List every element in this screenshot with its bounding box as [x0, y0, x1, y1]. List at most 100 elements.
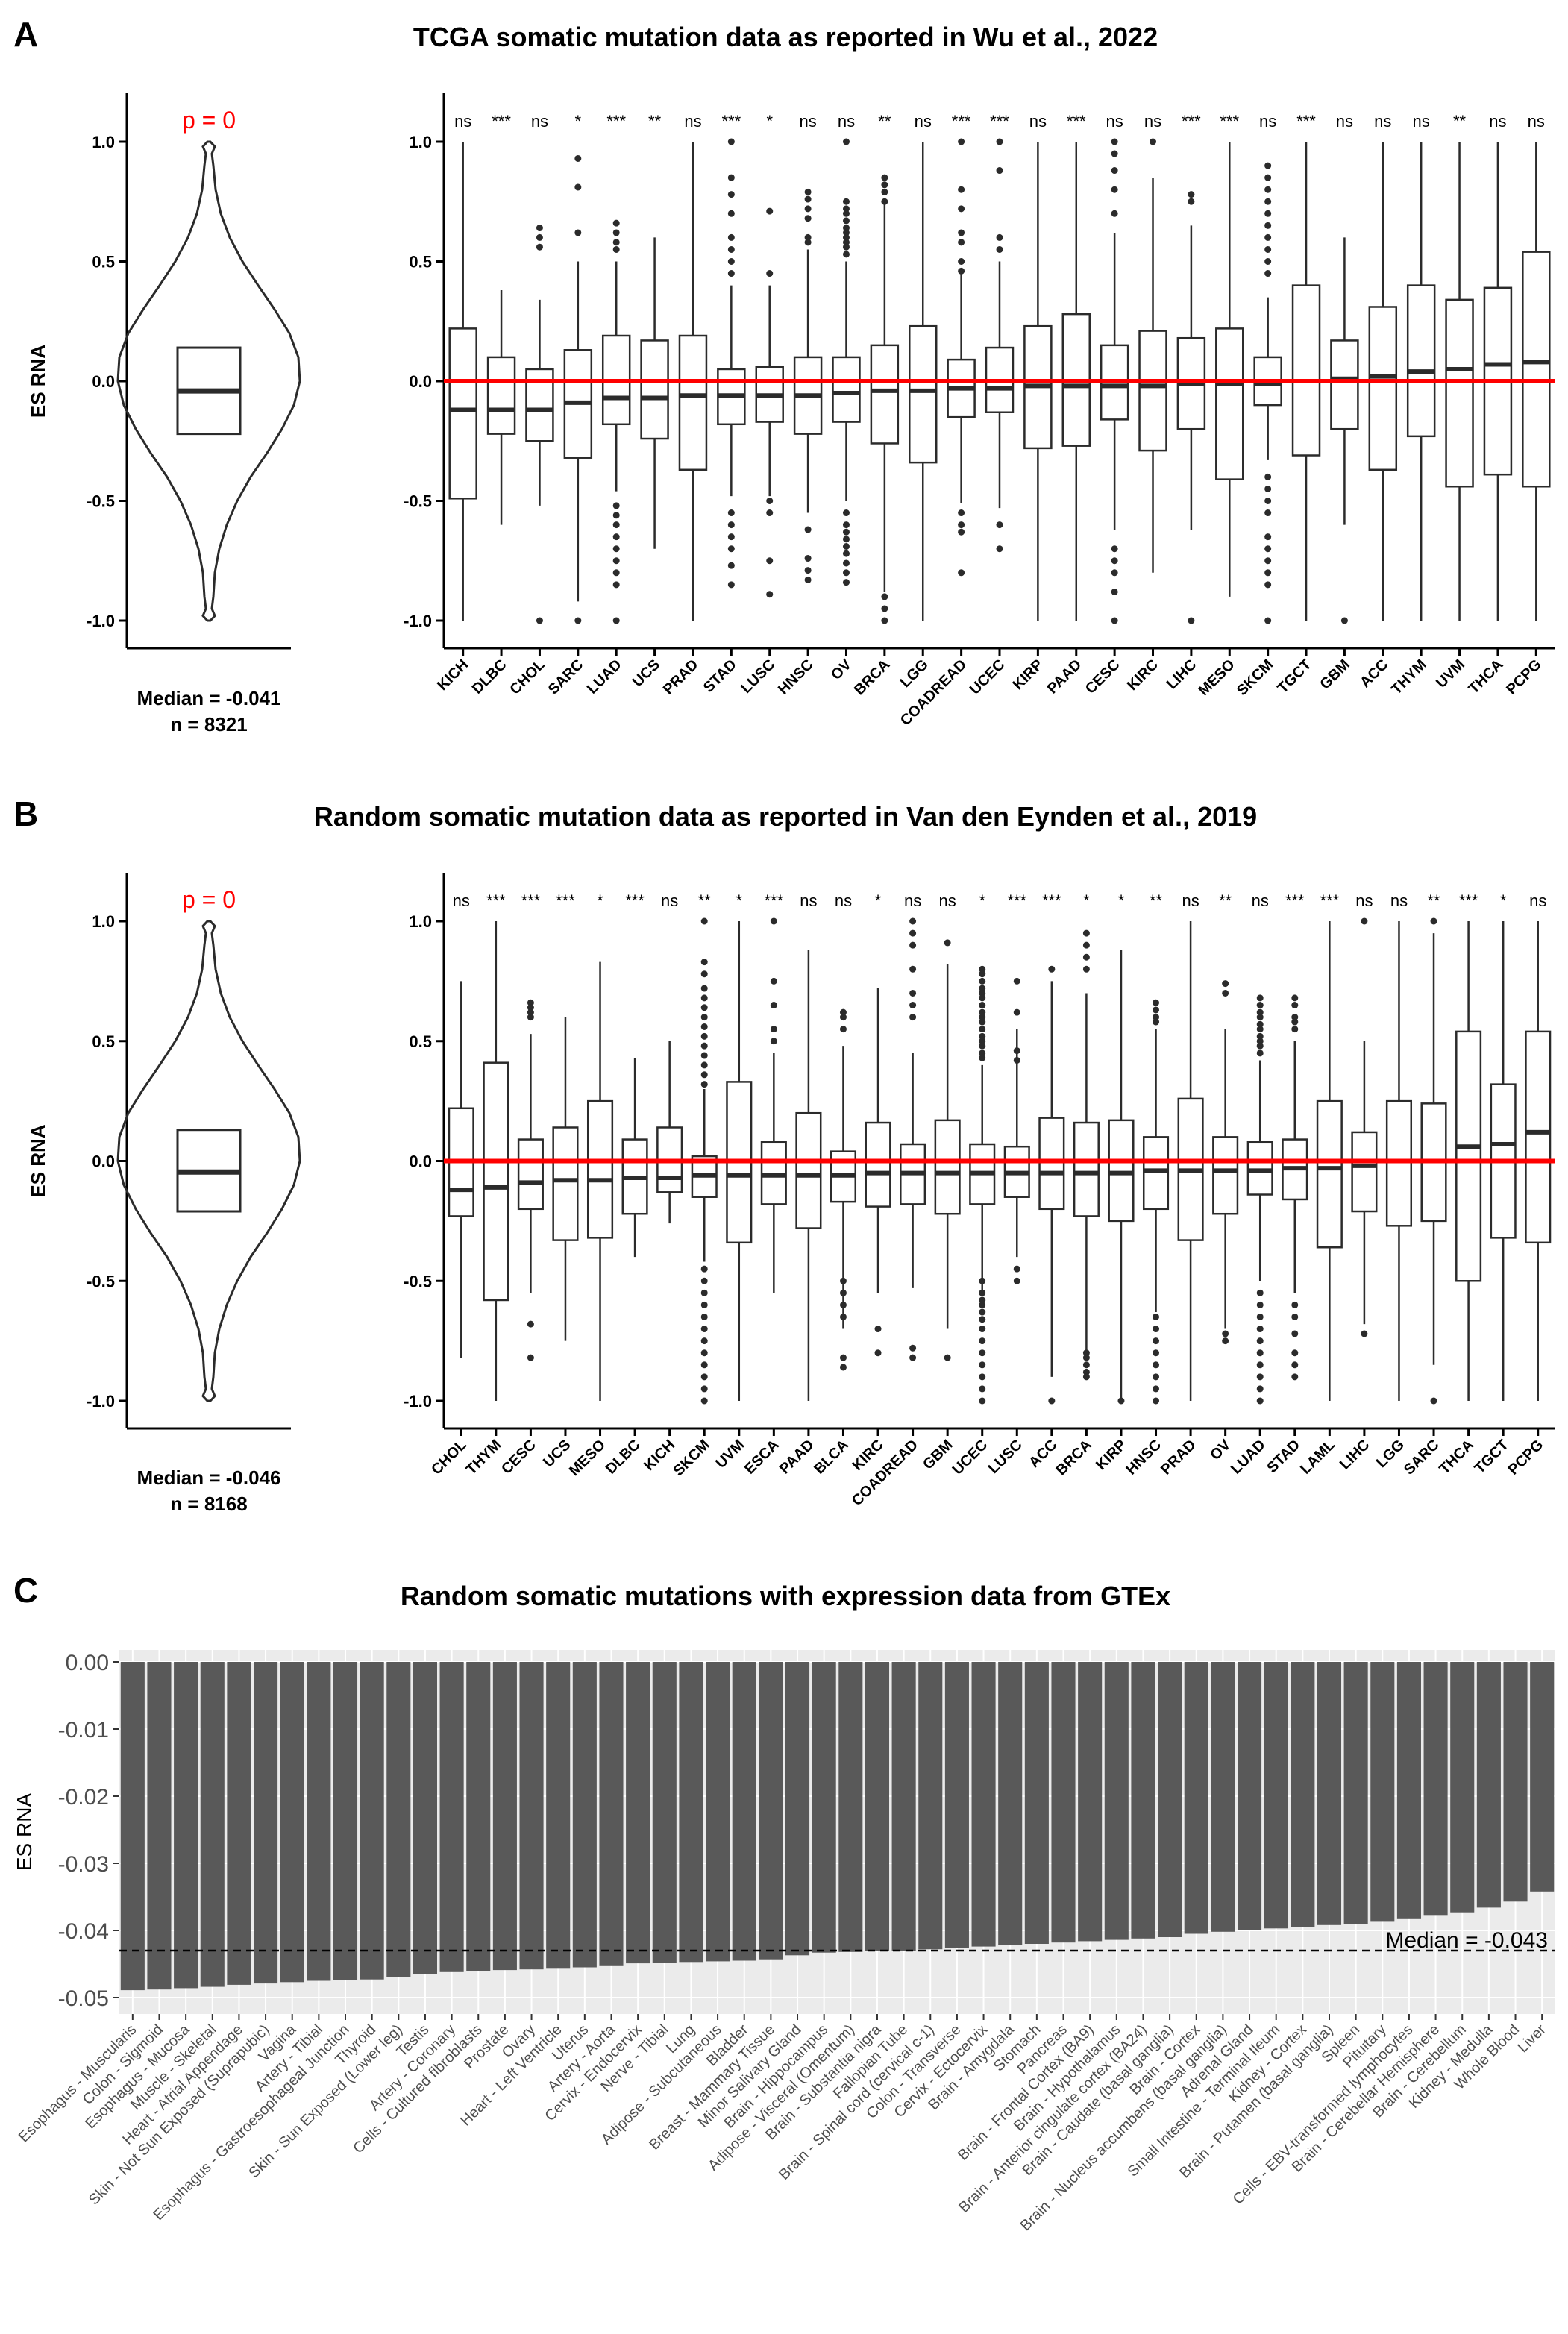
box-outlier-point — [839, 1277, 847, 1284]
box-outlier-point — [839, 1026, 847, 1033]
boxplot-a: 1.00.50.0-0.5-1.0nsKICH***DLBCnsCHOL*SAR… — [404, 93, 1555, 729]
box-outlier-point — [1264, 198, 1272, 205]
box-outlier-point — [909, 965, 917, 973]
boxplot-x-tick-label: LAML — [1297, 1437, 1338, 1478]
boxplot-x-tick-label: KICH — [434, 656, 471, 694]
boxplot-x-tick-label: PRAD — [1158, 1437, 1199, 1478]
boxplot-x-tick-label: PCPG — [1503, 656, 1545, 698]
box-outlier-point — [612, 581, 620, 589]
box-outlier-point — [839, 1364, 847, 1371]
box-outlier-point — [1256, 994, 1264, 1002]
significance-label: ns — [838, 112, 855, 131]
box-outlier-point — [527, 1320, 534, 1328]
box-outlier-point — [979, 989, 986, 997]
bar — [1530, 1662, 1555, 1892]
box-outlier-point — [770, 1002, 777, 1009]
box-outlier-point — [574, 154, 582, 162]
boxplot-x-tick-label: MESO — [1196, 656, 1238, 699]
box-outlier-point — [1256, 1373, 1264, 1381]
box-outlier-point — [1264, 270, 1272, 277]
boxplot-x-tick-label: OV — [828, 656, 855, 683]
box-outlier-point — [1153, 1006, 1160, 1014]
box-outlier-point — [909, 1014, 917, 1021]
boxplot-x-tick-label: MESO — [566, 1437, 609, 1479]
box-outlier-point — [881, 617, 888, 624]
box-outlier-point — [996, 521, 1003, 529]
box-outlier-point — [727, 233, 735, 241]
box-outlier-point — [958, 229, 965, 236]
box-outlier-point — [574, 229, 582, 236]
box-outlier-point — [770, 977, 777, 985]
box-outlier-point — [909, 989, 917, 997]
boxplot-x-tick-label: PCPG — [1505, 1437, 1547, 1478]
violin-plot-a: 1.0 0.5 0.0 -0.5 -1.0 ES RNA p = 0 — [27, 93, 301, 650]
box-outlier-point — [1256, 1020, 1264, 1028]
bar — [944, 1662, 969, 1948]
box-outlier-point — [958, 569, 965, 577]
box-outlier-point — [979, 1397, 986, 1405]
boxplot-x-tick-label: CESC — [1082, 656, 1123, 697]
box-outlier-point — [612, 229, 620, 236]
significance-label: ns — [1252, 891, 1269, 910]
box-outlier-point — [1291, 1313, 1299, 1320]
box-outlier-point — [727, 545, 735, 553]
box-outlier-point — [839, 1354, 847, 1361]
significance-label: *** — [1042, 891, 1061, 910]
significance-label: ns — [661, 891, 678, 910]
box-outlier-point — [979, 1385, 986, 1393]
box-body — [640, 339, 669, 440]
box-outlier-point — [766, 557, 774, 565]
significance-label: *** — [606, 112, 626, 131]
box-outlier-point — [1111, 186, 1118, 193]
bar — [466, 1662, 491, 1971]
boxplot-x-tick-label: LUAD — [1228, 1437, 1269, 1478]
box-outlier-point — [700, 1337, 708, 1345]
significance-label: ** — [1427, 891, 1440, 910]
significance-label: * — [597, 891, 603, 910]
box-outlier-point — [727, 245, 735, 253]
box-outlier-point — [842, 569, 850, 577]
box-outlier-point — [842, 528, 850, 536]
box-outlier-point — [881, 593, 888, 600]
box-outlier-point — [1153, 1385, 1160, 1393]
box-outlier-point — [536, 243, 543, 251]
box-outlier-point — [1264, 545, 1272, 553]
boxplot-y-tick-label: 0.0 — [409, 1152, 432, 1171]
significance-label: ns — [454, 112, 471, 131]
box-outlier-point — [1082, 953, 1090, 961]
significance-label: *** — [1285, 891, 1305, 910]
box-body — [1455, 1030, 1482, 1282]
significance-label: *** — [1220, 112, 1239, 131]
box-outlier-point — [958, 239, 965, 246]
significance-label: ns — [684, 112, 701, 131]
significance-label: ns — [939, 891, 956, 910]
box-outlier-point — [1264, 498, 1272, 504]
box-outlier-point — [874, 1326, 882, 1333]
bar — [759, 1662, 783, 1960]
significance-label: * — [1118, 891, 1125, 910]
box-outlier-point — [1153, 1018, 1160, 1026]
box-outlier-point — [1256, 1014, 1264, 1021]
box-outlier-point — [996, 167, 1003, 175]
box-outlier-point — [996, 138, 1003, 145]
panel-b-title: Random somatic mutation data as reported… — [314, 801, 1257, 832]
box-outlier-point — [958, 138, 965, 145]
box-outlier-point — [1264, 485, 1272, 492]
violin-a-median-label: Median = -0.041 — [137, 687, 281, 709]
boxplot-x-tick-label: LUAD — [584, 656, 625, 697]
box-outlier-point — [700, 970, 708, 978]
box-outlier-point — [727, 138, 735, 145]
violin-y-tick-label: 0.5 — [92, 253, 115, 272]
boxplot-x-tick-label: THCA — [1436, 1437, 1477, 1478]
bar — [439, 1662, 464, 1972]
box-outlier-point — [1361, 1330, 1368, 1337]
box-outlier-point — [1082, 1361, 1090, 1369]
box-outlier-point — [881, 605, 888, 612]
box-outlier-point — [979, 1296, 986, 1304]
significance-label: * — [766, 112, 773, 131]
box-body — [1215, 327, 1244, 480]
boxplot-x-tick-label: BRCA — [851, 656, 893, 698]
violin-y-axis-label: ES RNA — [27, 1124, 49, 1197]
bar — [785, 1662, 810, 1956]
